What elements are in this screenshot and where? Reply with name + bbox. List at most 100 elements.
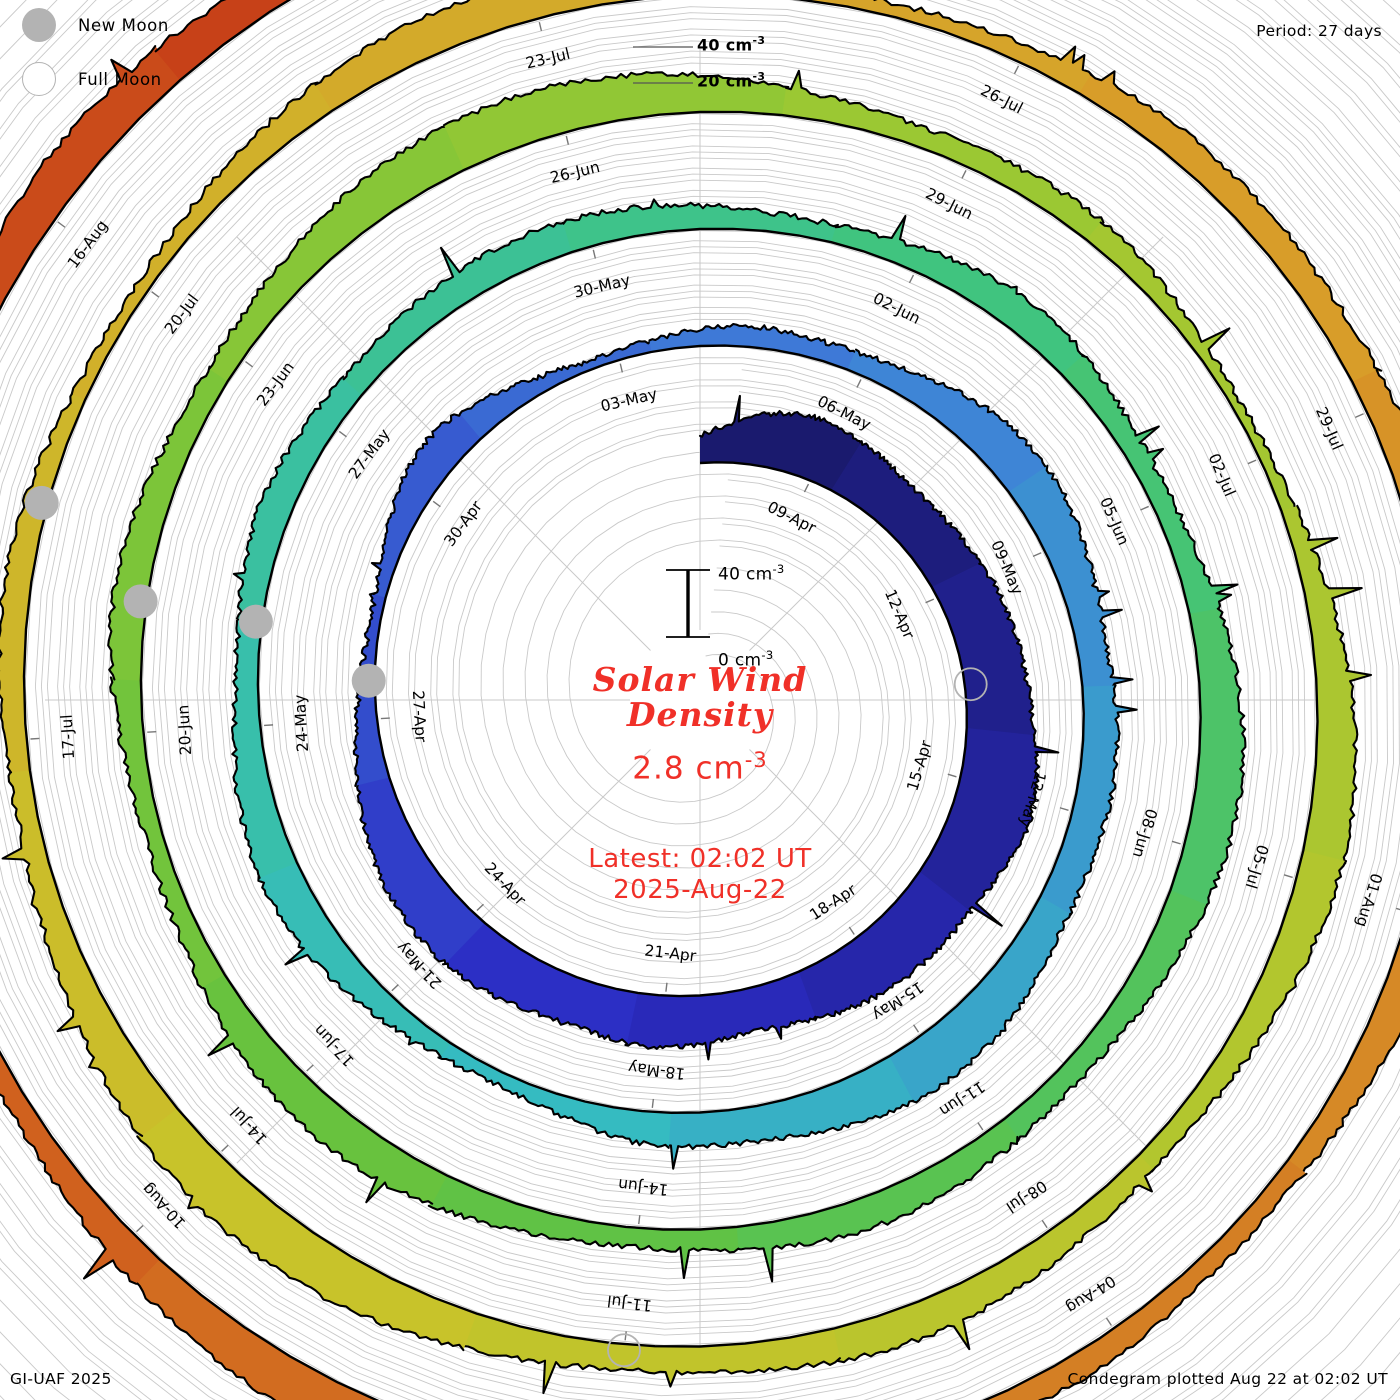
date-tick xyxy=(856,379,862,388)
density-outline-segment xyxy=(232,375,345,620)
density-outline-segment xyxy=(427,1204,740,1280)
date-tick xyxy=(1171,840,1181,845)
date-label: 27-Apr xyxy=(409,690,430,743)
date-label: 29-Jul xyxy=(1312,404,1346,452)
scale-bar-label-bottom: 0 cm-3 xyxy=(718,648,774,671)
date-tick xyxy=(908,274,915,284)
density-fill-segment xyxy=(919,728,1059,926)
density-outline-segment xyxy=(1016,903,1209,1142)
top-scale-label-40: 40 cm-3 xyxy=(697,34,766,55)
date-label: 27-May xyxy=(345,426,394,483)
date-tick xyxy=(1247,459,1257,465)
date-tick xyxy=(264,724,274,727)
date-label: 16-Aug xyxy=(64,217,111,272)
density-outline-segment xyxy=(70,81,319,395)
density-fill-segment xyxy=(108,366,229,681)
density-outline-segment xyxy=(0,390,75,774)
density-fill-segment xyxy=(1281,505,1371,864)
density-fill-segment xyxy=(0,391,86,773)
density-fill-segment xyxy=(200,972,448,1204)
footer-plot-time: Condegram plotted Aug 22 at 02:02 UT xyxy=(1067,1370,1388,1388)
date-tick xyxy=(57,221,66,228)
full-moon-icon xyxy=(22,62,56,96)
density-outline-segment xyxy=(1,768,144,1137)
density-fill-segment xyxy=(1039,685,1137,916)
density-outline-segment xyxy=(441,962,628,1045)
date-tick xyxy=(136,1224,144,1233)
latest-time: Latest: 02:02 UT xyxy=(588,844,812,875)
density-outline-segment xyxy=(442,71,790,127)
density-fill-segment xyxy=(462,1312,840,1393)
center-scale-bar xyxy=(666,569,710,638)
density-outline-segment xyxy=(370,411,462,596)
density-outline-segment xyxy=(860,440,982,566)
density-fill-segment xyxy=(71,82,334,401)
date-tick xyxy=(925,598,935,604)
density-outline-segment xyxy=(784,69,1105,224)
date-tick xyxy=(651,1098,655,1108)
date-label: 17-Jun xyxy=(310,1021,358,1070)
date-tick xyxy=(665,982,668,992)
density-fill-segment xyxy=(1079,71,1382,385)
current-value: 2.8 cm-3 xyxy=(632,746,768,787)
date-tick xyxy=(565,135,570,145)
density-outline-segment xyxy=(437,1056,670,1149)
date-label: 14-Jun xyxy=(617,1175,669,1199)
legend-item-full-moon: Full Moon xyxy=(22,62,162,96)
date-tick xyxy=(977,1122,984,1131)
date-label: 08-Jul xyxy=(1003,1177,1050,1217)
density-fill-segment xyxy=(700,395,862,491)
density-outline-segment xyxy=(356,782,447,965)
density-outline-segment xyxy=(0,1093,138,1285)
new-moon-marker xyxy=(351,663,386,698)
density-fill-segment xyxy=(797,871,973,1021)
date-tick xyxy=(30,737,40,740)
density-fill-segment xyxy=(1286,941,1400,1174)
density-fill-segment xyxy=(428,1174,739,1278)
density-outline-segment xyxy=(154,0,227,53)
density-outline-segment xyxy=(199,985,434,1205)
legend-item-new-moon: New Moon xyxy=(22,8,169,42)
density-fill-segment xyxy=(1137,850,1346,1172)
new-moon-marker xyxy=(123,584,158,619)
density-fill-segment xyxy=(371,412,482,598)
density-outline-segment xyxy=(624,1015,817,1061)
plot-title-line1: Solar Wind xyxy=(592,660,808,699)
date-tick xyxy=(1013,65,1020,75)
period-label: Period: 27 days xyxy=(1256,22,1382,40)
date-label: 04-Aug xyxy=(1063,1272,1119,1317)
density-fill-segment xyxy=(438,1042,672,1148)
latest-timestamp: Latest: 02:02 UT 2025-Aug-22 xyxy=(420,844,980,906)
density-fill-segment xyxy=(444,72,789,170)
date-tick xyxy=(803,483,810,493)
date-tick xyxy=(1041,1219,1048,1229)
density-outline-segment xyxy=(1069,684,1138,917)
density-outline-segment xyxy=(1045,464,1134,689)
date-label: 26-Jun xyxy=(548,158,601,187)
density-fill-segment xyxy=(735,1118,1018,1282)
density-fill-segment xyxy=(1086,222,1295,514)
density-fill-segment xyxy=(258,861,451,1057)
new-moon-marker xyxy=(238,604,273,639)
density-outline-segment xyxy=(1099,221,1296,511)
density-outline-segment xyxy=(458,339,652,415)
density-fill-segment xyxy=(0,1053,160,1284)
date-label: 09-Apr xyxy=(764,498,819,538)
density-fill-segment xyxy=(135,1257,376,1400)
density-outline-segment xyxy=(698,394,863,446)
density-fill-segment xyxy=(315,0,633,111)
density-outline-segment xyxy=(648,322,857,355)
scale-bar-label-top: 40 cm-3 xyxy=(718,562,785,585)
full-moon-marker xyxy=(953,667,988,702)
density-fill-segment xyxy=(888,896,1071,1103)
density-fill-segment xyxy=(155,0,289,81)
density-fill-segment xyxy=(831,1154,1154,1363)
date-tick xyxy=(1059,807,1069,811)
